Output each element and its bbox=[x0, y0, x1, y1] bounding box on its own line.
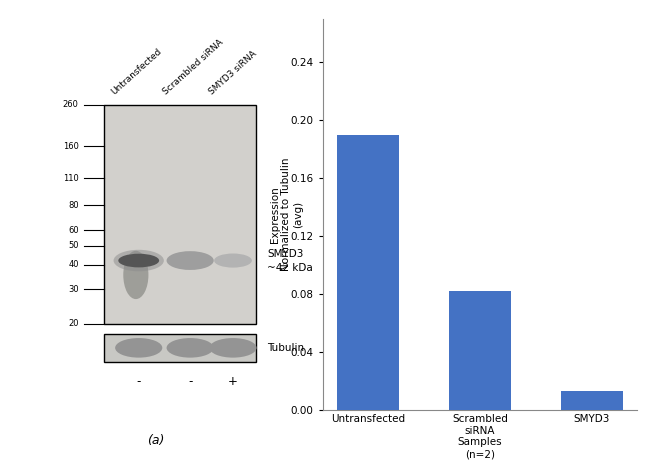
Text: ~42 kDa: ~42 kDa bbox=[267, 263, 313, 274]
Ellipse shape bbox=[216, 342, 250, 354]
Text: (a): (a) bbox=[147, 433, 164, 446]
Text: 40: 40 bbox=[68, 260, 79, 269]
Text: +: + bbox=[228, 375, 238, 388]
Bar bbox=[105, 105, 256, 324]
Bar bbox=[561, 391, 623, 410]
Text: 60: 60 bbox=[68, 226, 79, 234]
Text: Untransfected: Untransfected bbox=[110, 47, 164, 97]
Ellipse shape bbox=[220, 256, 246, 265]
Ellipse shape bbox=[115, 338, 162, 357]
Text: 30: 30 bbox=[68, 285, 79, 294]
Ellipse shape bbox=[214, 254, 252, 267]
Text: -: - bbox=[136, 375, 141, 388]
Text: 80: 80 bbox=[68, 201, 79, 210]
Text: 110: 110 bbox=[63, 174, 79, 183]
Text: 50: 50 bbox=[68, 241, 79, 250]
Ellipse shape bbox=[166, 338, 214, 357]
Bar bbox=[449, 291, 511, 410]
Text: Scrambled siRNA: Scrambled siRNA bbox=[161, 38, 225, 97]
Ellipse shape bbox=[173, 342, 207, 354]
Text: 160: 160 bbox=[63, 142, 79, 151]
Ellipse shape bbox=[124, 251, 148, 299]
Ellipse shape bbox=[209, 338, 257, 357]
Bar bbox=[337, 135, 398, 410]
Text: SMYD3: SMYD3 bbox=[267, 248, 304, 259]
Text: -: - bbox=[188, 375, 192, 388]
Ellipse shape bbox=[122, 342, 156, 354]
Text: Tubulin: Tubulin bbox=[267, 343, 304, 353]
Ellipse shape bbox=[173, 255, 207, 267]
Bar bbox=[105, 334, 256, 362]
Ellipse shape bbox=[114, 250, 164, 271]
Ellipse shape bbox=[118, 254, 159, 267]
Y-axis label: Expression
Normalized to Tubulin
(avg): Expression Normalized to Tubulin (avg) bbox=[270, 158, 303, 271]
Ellipse shape bbox=[166, 251, 214, 270]
Text: 260: 260 bbox=[63, 100, 79, 109]
Text: 20: 20 bbox=[68, 320, 79, 329]
Text: SMYD3 siRNA: SMYD3 siRNA bbox=[207, 49, 258, 97]
